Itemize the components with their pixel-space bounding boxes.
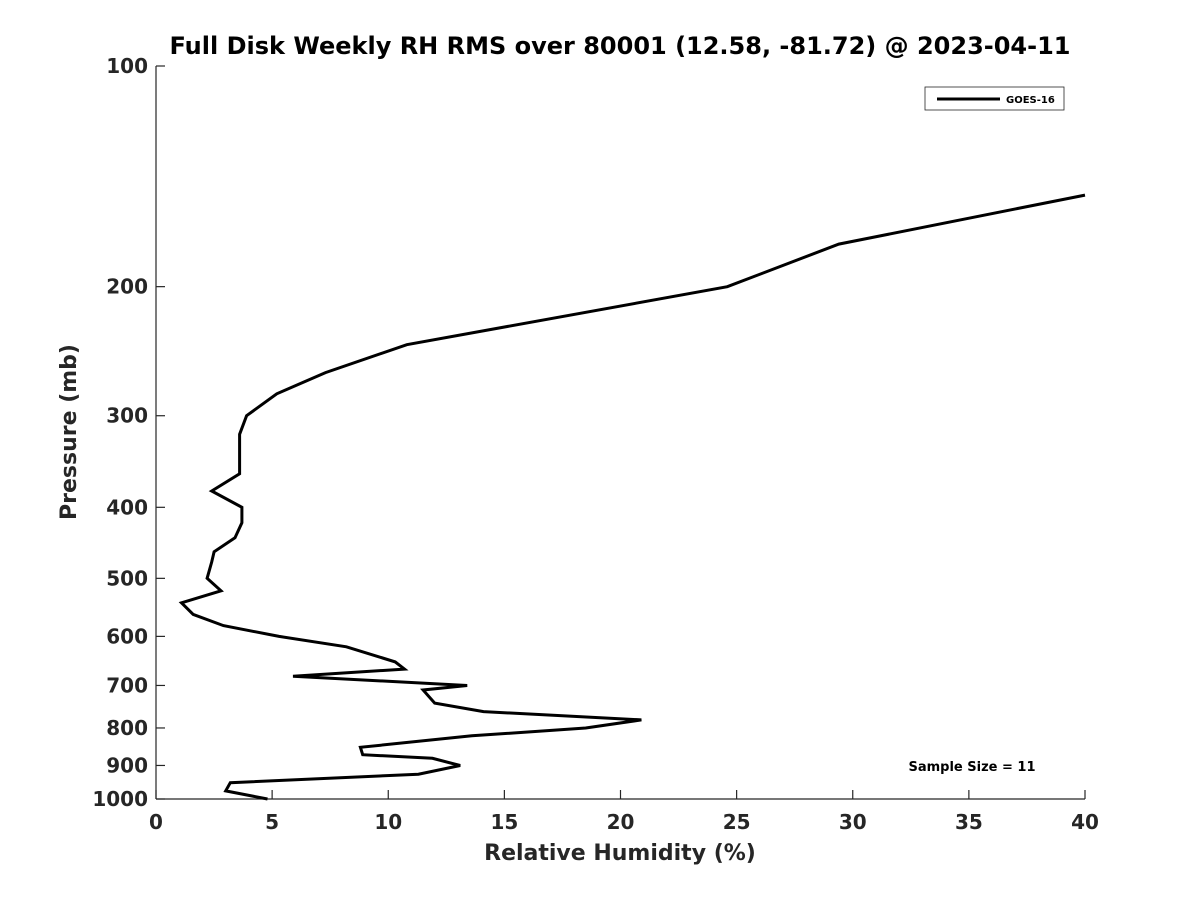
- y-tick-label: 100: [106, 54, 148, 78]
- axes-background: [156, 66, 1085, 799]
- y-tick-label: 500: [106, 566, 148, 590]
- y-tick-label: 600: [106, 624, 148, 648]
- sample-size-annotation: Sample Size = 11: [908, 760, 1035, 775]
- x-tick-label: 20: [607, 810, 635, 834]
- x-tick-label: 0: [149, 810, 163, 834]
- y-axis-label: Pressure (mb): [57, 344, 82, 520]
- legend-label-goes-16: GOES-16: [1006, 95, 1055, 106]
- series-line-goes-16: [178, 193, 1086, 801]
- x-tick-label: 15: [490, 810, 518, 834]
- y-tick-label: 300: [106, 404, 148, 428]
- x-tick-label: 40: [1071, 810, 1099, 834]
- y-ticks: 100 200 300 400 500 600 700 800 900 1000: [92, 54, 165, 811]
- y-tick-label: 200: [106, 275, 148, 299]
- y-tick-label: 400: [106, 495, 148, 519]
- x-axis-label: Relative Humidity (%): [484, 841, 756, 866]
- x-tick-label: 30: [839, 810, 867, 834]
- x-tick-label: 10: [374, 810, 402, 834]
- x-tick-label: 35: [955, 810, 983, 834]
- series-layer: [178, 193, 1086, 801]
- y-tick-label: 1000: [92, 787, 148, 811]
- plot-area: 0 5 10 15 20 25 30 35 40 100 200 300 400 500 600 700 80…: [92, 54, 1099, 834]
- chart-title: Full Disk Weekly RH RMS over 80001 (12.5…: [169, 32, 1070, 60]
- y-tick-label: 800: [106, 716, 148, 740]
- legend: GOES-16: [924, 86, 1065, 111]
- y-tick-label: 700: [106, 673, 148, 697]
- x-ticks: 0 5 10 15 20 25 30 35 40: [149, 790, 1099, 834]
- x-tick-label: 5: [265, 810, 279, 834]
- y-tick-label: 900: [106, 753, 148, 777]
- x-tick-label: 25: [723, 810, 751, 834]
